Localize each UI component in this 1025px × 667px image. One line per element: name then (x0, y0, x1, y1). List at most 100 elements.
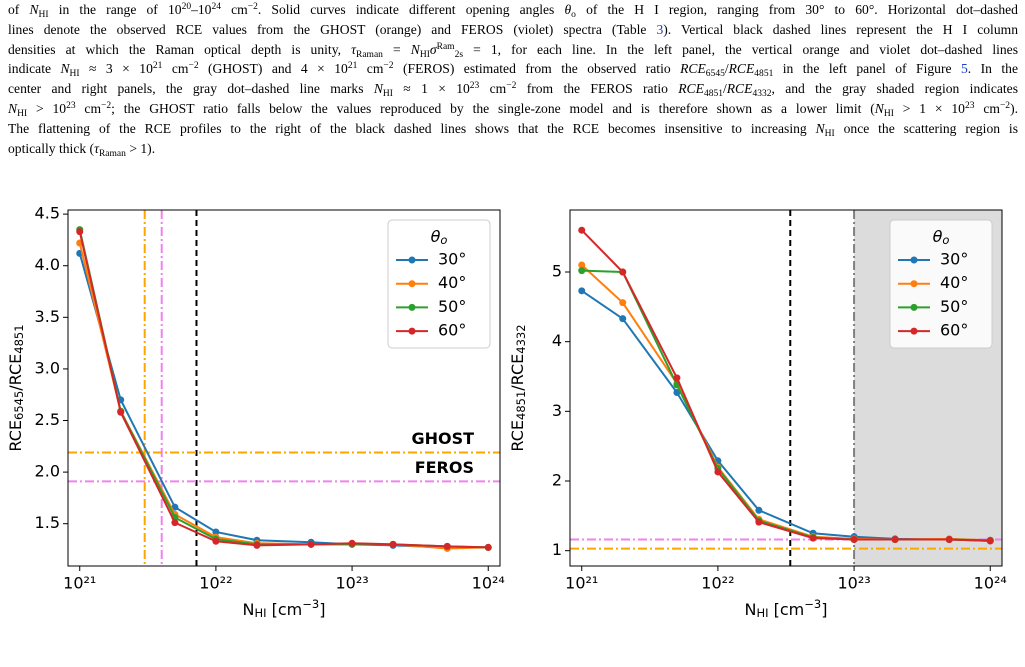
caption-text: 24 (211, 1, 221, 12)
caption-text: τ (351, 41, 356, 57)
caption-text: cm (357, 61, 384, 77)
caption-text: Raman (355, 49, 383, 60)
data-point (212, 537, 220, 545)
caption-text: 6545 (705, 69, 725, 80)
legend-box (387, 219, 491, 349)
label-part: RCE (508, 420, 527, 452)
data-point (986, 537, 994, 545)
caption-text: ; the GHOST ratio falls below the values… (111, 100, 875, 116)
legend-title: θo (431, 227, 448, 248)
x-tick-label: 10²⁴ (974, 574, 1007, 593)
x-tick-label: 10²² (199, 574, 232, 593)
caption-text: −2 (506, 80, 517, 91)
data-point (117, 408, 125, 416)
data-point (673, 374, 681, 382)
x-axis-label: NHI [cm−3] (243, 597, 326, 620)
caption-text: / (722, 81, 727, 97)
data-point (619, 315, 627, 323)
label-part: θ (431, 227, 441, 246)
label-part: ] (821, 600, 827, 619)
legend-marker (910, 256, 918, 264)
caption-text: 20 (181, 1, 192, 12)
caption-text: RCE (726, 81, 753, 97)
caption-line: center and right panels, the gray dot–da… (8, 79, 1018, 99)
caption-line: The flattening of the RCE profiles to th… (8, 119, 1018, 139)
legend-marker (910, 303, 918, 311)
caption-text: (FEROS) estimated from the observed rati… (393, 61, 681, 77)
legend-marker (408, 280, 416, 288)
caption-text: −2 (999, 100, 1011, 111)
data-point (348, 539, 356, 547)
label-part: HI (255, 606, 267, 620)
caption-text: > 10 (27, 100, 67, 116)
label-part: 6545 (12, 391, 26, 420)
reference-link[interactable]: 3 (656, 21, 664, 37)
legend-label: 60° (438, 321, 466, 340)
caption-text: 23 (964, 100, 975, 111)
caption-line: lines denote the observed RCE values fro… (8, 20, 1018, 40)
data-point (578, 267, 586, 275)
y-tick-label: 4.5 (35, 204, 60, 223)
label-part: −3 (302, 597, 319, 611)
caption-text: of the H I region, ranging from 30° to 6… (575, 2, 1018, 17)
label-part: N (243, 600, 255, 619)
caption-text: ≈ 3 × 10 (79, 61, 153, 77)
caption-text: HI (824, 128, 835, 139)
caption-text: τ (94, 140, 99, 156)
data-point (484, 543, 492, 551)
y-tick-label: 3 (552, 401, 562, 420)
caption-line: NHI > 1023 cm−2; the GHOST ratio falls b… (8, 99, 1018, 119)
caption-text: cm (162, 61, 189, 77)
caption-text: –10 (191, 2, 212, 17)
caption-text: Raman (98, 148, 126, 159)
y-tick-label: 4.0 (35, 255, 60, 274)
caption-text: , and the gray shaded region indicates (771, 81, 1018, 97)
caption-text: HI (419, 49, 430, 60)
series-line (78, 231, 489, 549)
y-tick-label: 5 (552, 262, 562, 281)
axes-frame (67, 209, 501, 567)
label-part: [cm (267, 600, 303, 619)
caption-text: = (382, 41, 411, 57)
y-tick-label: 3.5 (35, 307, 60, 326)
caption-text: 21 (347, 61, 358, 72)
caption-text: > 1 × 10 (893, 100, 965, 116)
caption-text: in the range of 10 (48, 2, 182, 17)
caption-line: of NHI in the range of 1020–1024 cm−2. S… (8, 0, 1018, 20)
caption-text: N (815, 120, 825, 136)
caption-text: The flattening of the RCE profiles to th… (8, 120, 816, 136)
caption-text: HI (17, 108, 28, 119)
caption-text: −2 (383, 61, 394, 72)
caption-text: θ (564, 2, 572, 17)
data-point (755, 506, 763, 514)
caption-text: HI (883, 108, 894, 119)
caption-text: of (8, 2, 30, 17)
reference-link[interactable]: 5 (960, 61, 968, 77)
label-part: −3 (804, 597, 821, 611)
x-tick-label: 10²¹ (565, 574, 598, 593)
caption-text: densities at which the Raman optical dep… (8, 41, 352, 57)
label-part: θ (933, 227, 943, 246)
caption-text: 21 (152, 61, 163, 72)
y-tick-label: 2.5 (35, 410, 60, 429)
x-tick-label: 10²³ (837, 574, 870, 593)
x-tick-label: 10²⁴ (472, 574, 505, 593)
legend-label: 40° (438, 273, 466, 292)
label-part: /RCE (508, 354, 527, 391)
caption-text: o (571, 9, 576, 20)
caption-text: > 1). (125, 140, 156, 156)
legend-marker (408, 327, 416, 335)
y-tick-label: 2.0 (35, 462, 60, 481)
data-point (945, 536, 953, 544)
legend-label: 40° (940, 273, 968, 292)
data-point (171, 519, 179, 527)
label-part: N (745, 600, 757, 619)
caption-text: RCE (678, 81, 704, 97)
caption-text: σ (429, 41, 437, 57)
label-part: HI (757, 606, 769, 620)
caption-text: lines denote the observed RCE values fro… (8, 21, 657, 37)
caption-text: N (373, 81, 383, 97)
legend-marker (910, 327, 918, 335)
caption-text: . In the (967, 61, 1018, 77)
label-part: RCE (6, 420, 25, 452)
